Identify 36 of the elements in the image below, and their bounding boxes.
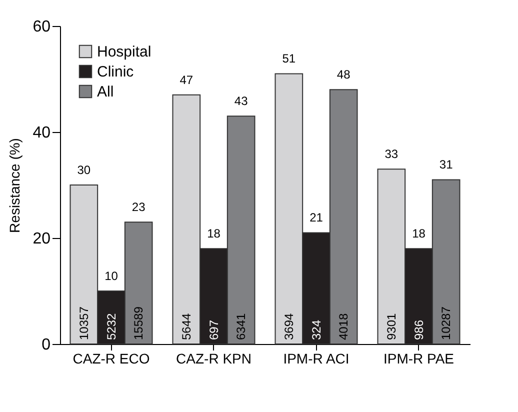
x-tick-label: CAZ-R KPN — [176, 350, 252, 366]
data-label: 47 — [180, 72, 194, 87]
annotation: 3694 — [282, 312, 296, 340]
data-label: 23 — [132, 200, 146, 214]
y-axis-title: Resistance (%) — [6, 138, 23, 233]
data-label: 31 — [439, 158, 454, 172]
legend-label: Hospital — [97, 44, 152, 60]
data-label: 18 — [207, 226, 221, 241]
annotation: 6341 — [234, 312, 248, 340]
annotation: 10357 — [76, 306, 91, 340]
annotation: 5644 — [179, 312, 194, 340]
data-label: 51 — [282, 52, 296, 66]
legend-label: Clinic — [97, 64, 134, 80]
annotation: 5232 — [104, 312, 118, 340]
x-tick-label: IPM-R ACI — [283, 350, 350, 366]
y-tick-label: 40 — [32, 124, 51, 142]
data-label: 18 — [412, 226, 426, 241]
data-label: 21 — [310, 210, 324, 225]
annotation: 324 — [309, 320, 324, 340]
legend-label: All — [97, 84, 114, 100]
annotation: 15589 — [132, 306, 146, 340]
x-tick-label: IPM-R PAE — [383, 350, 454, 366]
y-tick-label: 0 — [42, 336, 51, 354]
data-label: 43 — [234, 94, 248, 108]
annotation: 4018 — [336, 312, 351, 340]
x-tick-label: CAZ-R ECO — [72, 350, 150, 366]
data-label: 48 — [336, 68, 351, 82]
data-label: 33 — [384, 147, 398, 162]
y-tick-label: 60 — [32, 18, 51, 36]
annotation: 986 — [412, 320, 426, 340]
data-label: 30 — [77, 163, 91, 177]
data-label: 10 — [104, 269, 118, 283]
annotation: 10287 — [439, 306, 454, 340]
annotation: 9301 — [384, 312, 398, 340]
y-tick-label: 20 — [32, 230, 51, 248]
annotation: 697 — [206, 320, 221, 340]
